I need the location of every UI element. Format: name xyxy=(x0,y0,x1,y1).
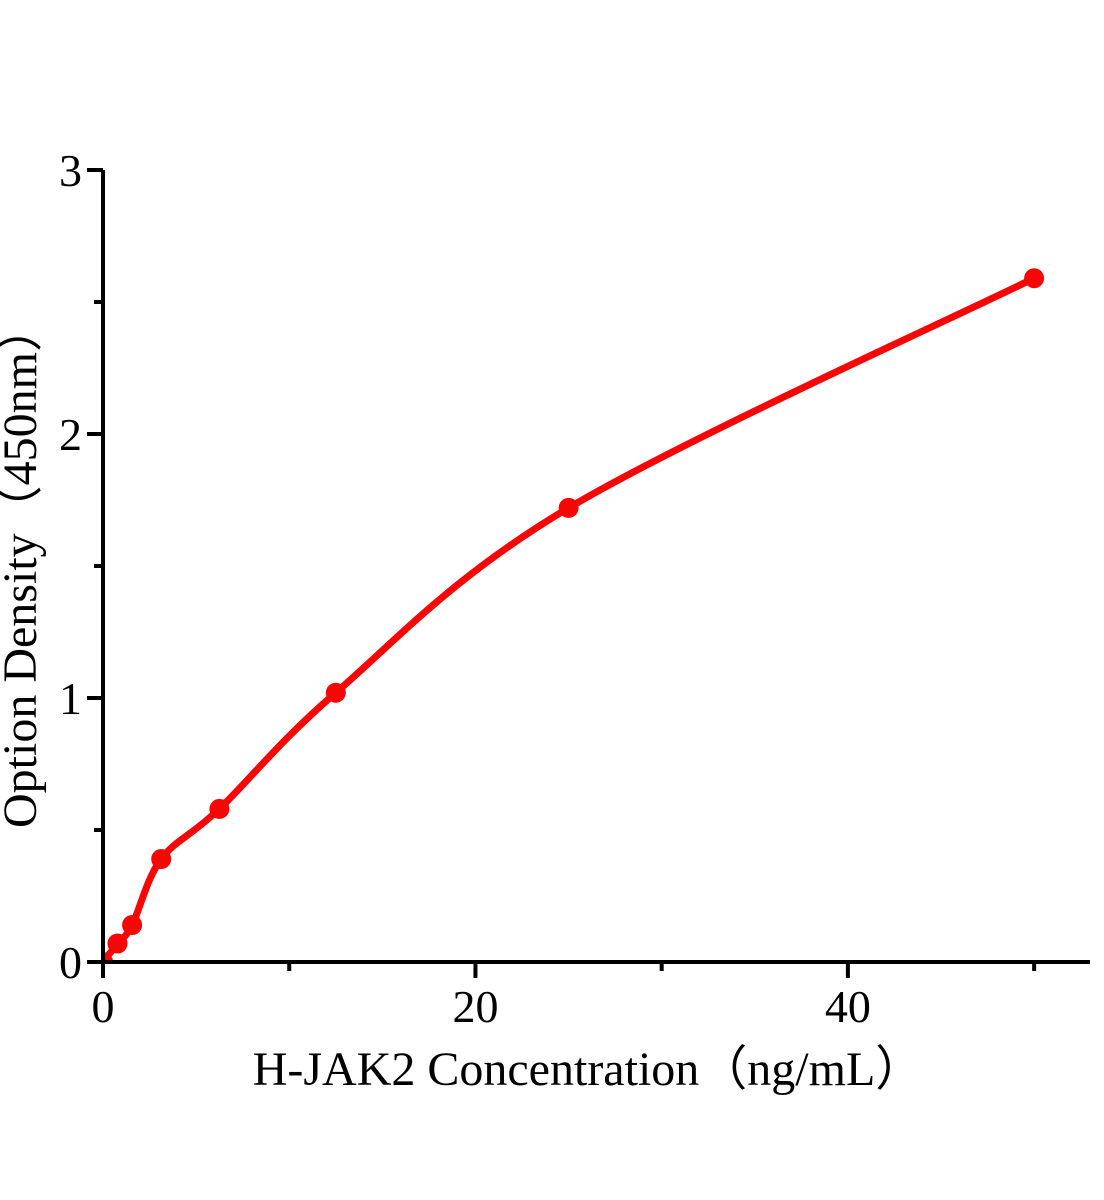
axes xyxy=(101,170,1090,964)
x-tick-label: 40 xyxy=(825,981,871,1032)
data-point xyxy=(1024,268,1045,289)
y-axis-title: Option Density（450nm） xyxy=(0,304,47,828)
y-tick-label: 1 xyxy=(59,673,82,724)
tick-labels: 0 20 40 0 1 2 3 xyxy=(59,145,871,1032)
x-tick-label: 0 xyxy=(92,981,115,1032)
x-tick-label: 20 xyxy=(452,981,498,1032)
y-tick-label: 0 xyxy=(59,937,82,988)
data-point xyxy=(325,682,346,703)
data-point xyxy=(107,933,128,954)
data-points xyxy=(105,268,1045,960)
plot-area xyxy=(105,268,1045,960)
x-axis-title: H-JAK2 Concentration（ng/mL） xyxy=(253,1043,924,1096)
data-point xyxy=(558,497,579,518)
data-point xyxy=(105,952,113,960)
y-tick-label: 2 xyxy=(59,409,82,460)
fitted-curve xyxy=(105,274,1038,960)
data-point xyxy=(122,915,143,935)
data-point xyxy=(209,798,230,819)
axis-ticks xyxy=(87,168,1037,978)
data-point xyxy=(151,849,172,869)
y-tick-label: 3 xyxy=(59,145,82,196)
